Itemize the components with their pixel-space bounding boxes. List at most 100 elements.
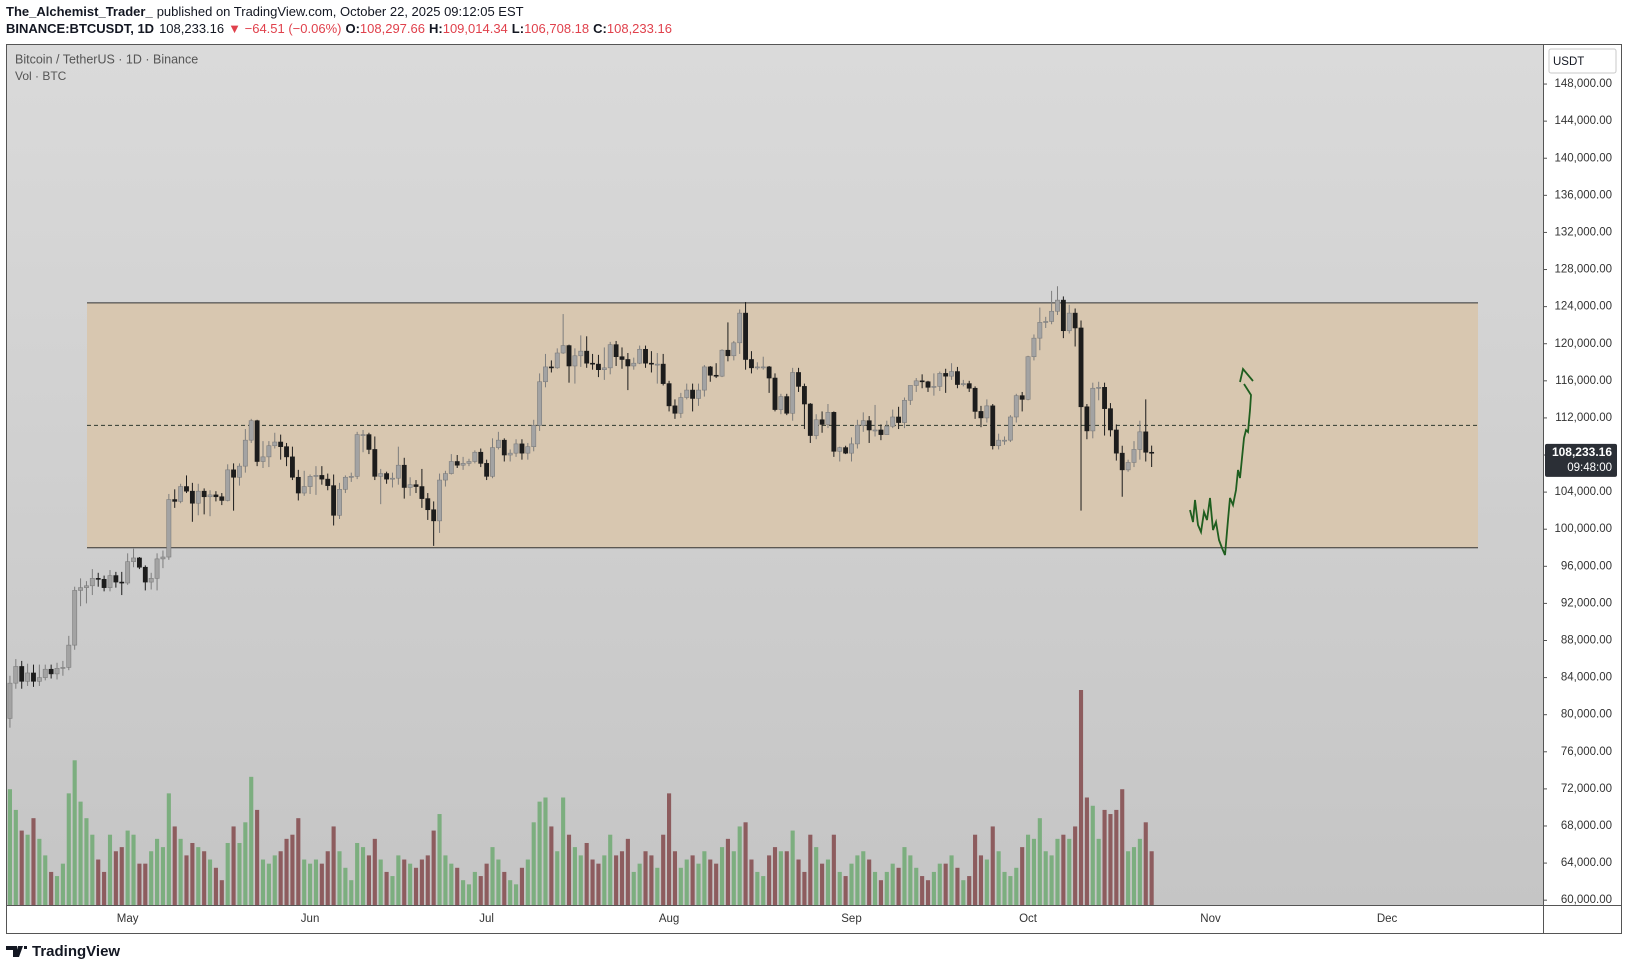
candle-body [384, 473, 390, 480]
y-tick-label: 96,000.00 [1561, 560, 1612, 572]
candle-body [584, 350, 590, 364]
candle-body [919, 380, 925, 383]
volume-bar [737, 826, 742, 905]
volume-bar [667, 793, 672, 905]
candle-body [1078, 327, 1084, 408]
candle-body [25, 672, 31, 682]
volume-bar [107, 834, 113, 905]
volume-bar [849, 863, 854, 905]
y-tick-label: 124,000.00 [1554, 301, 1612, 313]
candle-body [884, 425, 890, 435]
high: 109,014.34 [443, 21, 508, 36]
volume-bar [384, 871, 389, 905]
candle-body [460, 463, 466, 466]
candle-body [749, 359, 754, 369]
candle-body [207, 494, 213, 498]
published: published on TradingView.com, October 22… [157, 4, 524, 19]
volume-bar [761, 876, 766, 905]
candle-body [390, 477, 395, 480]
candle-body [819, 419, 825, 425]
candle-body [360, 434, 366, 436]
candle-body [101, 578, 107, 588]
volume-bar [896, 867, 901, 905]
candle-body [254, 420, 260, 462]
candle-body [425, 498, 431, 511]
candle-body [955, 371, 960, 385]
candle-body [572, 355, 578, 367]
candle-body [184, 486, 189, 492]
volume-bar [767, 855, 772, 905]
candle-body [13, 666, 19, 684]
volume-bar [213, 867, 218, 905]
y-tick-label: 132,000.00 [1554, 226, 1612, 238]
volume-bar [425, 855, 430, 905]
volume-bar [802, 871, 807, 905]
volume-bar [102, 871, 107, 905]
low: 106,708.18 [524, 21, 589, 36]
candle-body [860, 420, 866, 426]
y-tick-label: 68,000.00 [1561, 820, 1612, 832]
volume-bar [13, 809, 18, 905]
candle-body [495, 439, 501, 448]
volume-bar [831, 834, 836, 905]
volume-bar [649, 855, 654, 905]
candle-body [690, 389, 696, 399]
volume-bar [308, 863, 313, 905]
volume-bar [543, 797, 548, 905]
candle-body [89, 578, 95, 587]
candle-body [796, 372, 801, 387]
volume-bar [113, 851, 118, 905]
candle-body [301, 486, 307, 494]
volume-bar [408, 863, 413, 905]
candle-body [160, 556, 166, 560]
candle-body [701, 366, 707, 391]
candle-body [342, 476, 348, 490]
candle-layer [7, 286, 1155, 728]
volume-bar [561, 797, 566, 905]
volume-bar [184, 855, 189, 905]
volume-bar [614, 855, 619, 905]
volume-bar [349, 880, 354, 905]
volume-bar [672, 851, 678, 905]
volume-bar [1043, 851, 1048, 905]
x-tick-label: Oct [1019, 913, 1038, 925]
volume-bar [1149, 851, 1154, 905]
y-tick-label: 104,000.00 [1554, 486, 1612, 498]
candle-body [213, 494, 219, 498]
volume-bar [555, 851, 560, 905]
volume-bar [996, 851, 1001, 905]
volume-bar [855, 855, 860, 905]
candle-body [278, 441, 284, 447]
candle-body [866, 420, 872, 431]
candle-body [1108, 408, 1113, 431]
volume-bar [155, 838, 160, 905]
candle-body [554, 352, 560, 369]
candle-body [1125, 462, 1131, 471]
volume-bar [925, 880, 931, 905]
volume-bar [549, 826, 554, 905]
candle-body [1043, 321, 1049, 323]
candle-body [231, 469, 236, 478]
candle-body [1084, 406, 1090, 432]
candle-body [113, 575, 119, 583]
candle-body [666, 383, 672, 407]
currency-button[interactable] [1548, 48, 1617, 74]
volume-bar [178, 838, 183, 905]
y-tick-label: 136,000.00 [1554, 189, 1612, 201]
candle-body [290, 456, 295, 478]
candle-body [631, 362, 637, 367]
x-tick-label: Aug [659, 913, 679, 925]
volume-bar [96, 859, 101, 905]
candle-body [696, 389, 701, 399]
volume-bar [684, 859, 689, 905]
volume-bar [366, 855, 371, 905]
high-label: H: [429, 21, 443, 36]
candle-body [737, 312, 743, 344]
volume-bar [172, 826, 177, 905]
y-tick-label: 76,000.00 [1561, 746, 1612, 758]
volume-bar [772, 847, 778, 905]
volume-bar [596, 863, 601, 905]
currency[interactable]: USDT [1553, 56, 1584, 68]
volume-bar [378, 859, 383, 905]
volume-bar [943, 863, 948, 905]
